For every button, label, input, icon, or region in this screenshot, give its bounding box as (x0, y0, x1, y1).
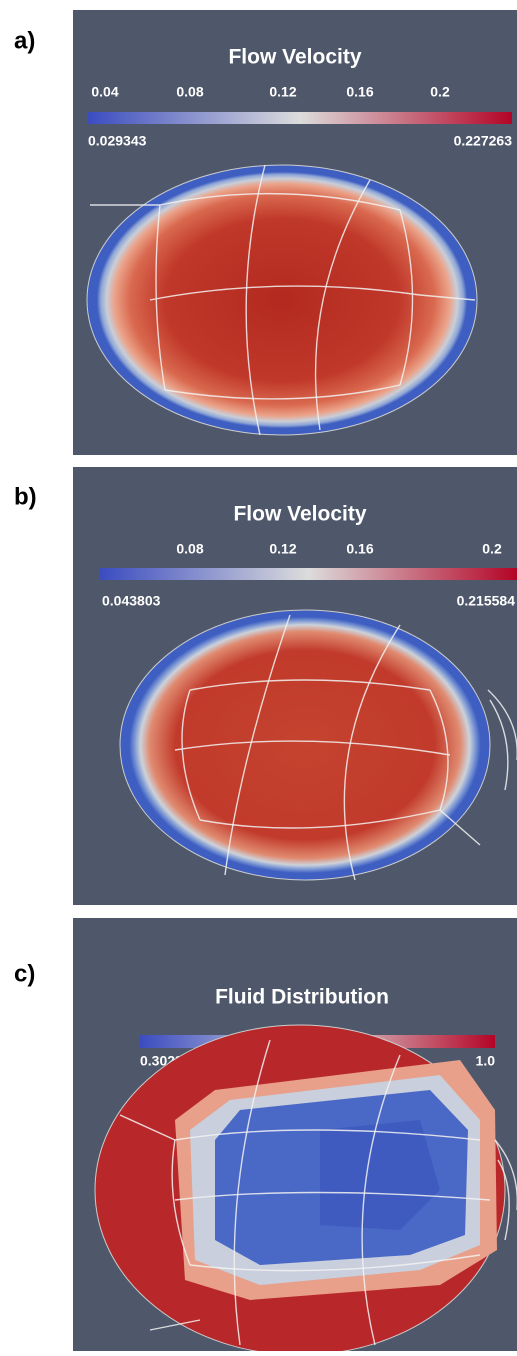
velocity-field (86, 164, 478, 436)
colorbar-tick-label: 0.08 (176, 84, 203, 100)
panel-label: b) (14, 483, 37, 510)
colorbar-tick-label: 0.16 (346, 541, 373, 557)
colorbar-tick-label: 0.2 (430, 84, 450, 100)
colorbar-max: 1.0 (476, 1053, 496, 1069)
colorbar-title: Flow Velocity (233, 503, 366, 526)
colorbar-min: 0.043803 (102, 593, 161, 609)
colorbar (100, 568, 517, 580)
colorbar-max: 0.227263 (454, 133, 513, 149)
mesh-lines (174, 614, 481, 881)
colorbar-tick-label: 0.12 (269, 84, 296, 100)
colorbar-min: 0.029343 (88, 133, 147, 149)
fluid-field (94, 1024, 506, 1356)
colorbar (88, 112, 512, 124)
colorbar-title: Fluid Distribution (215, 986, 389, 1009)
mesh-lines (90, 164, 476, 436)
velocity-field (119, 609, 491, 881)
mesh-lines (119, 1039, 491, 1346)
colorbar-tick-label: 0.04 (91, 84, 118, 100)
panel-label: c) (14, 960, 35, 987)
colorbar-tick-label: 0.16 (346, 84, 373, 100)
colorbar-title: Flow Velocity (228, 46, 361, 69)
colorbar-tick-label: 0.08 (176, 541, 203, 557)
colorbar-tick-label: 0.2 (482, 541, 502, 557)
panel-label: a) (14, 27, 35, 54)
colorbar-tick-label: 0.12 (269, 541, 296, 557)
colorbar-max: 0.215584 (457, 593, 516, 609)
